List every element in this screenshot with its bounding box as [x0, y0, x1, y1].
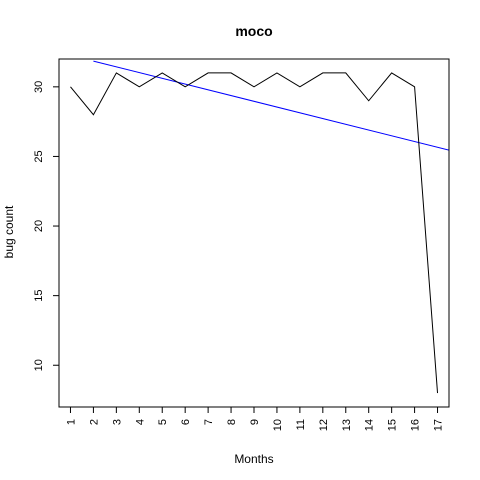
x-tick-label: 5 — [157, 419, 169, 425]
chart-title: moco — [235, 23, 272, 39]
x-tick-label: 17 — [433, 419, 445, 431]
plot-area — [70, 60, 449, 394]
x-tick-label: 4 — [134, 419, 146, 425]
y-tick-label: 20 — [33, 220, 45, 232]
y-tick-label: 10 — [33, 359, 45, 371]
x-tick-label: 12 — [318, 419, 330, 431]
y-tick-label: 15 — [33, 290, 45, 302]
x-tick-label: 8 — [226, 419, 238, 425]
x-axis-ticks: 1 2 3 4 5 6 7 8 9 10 11 12 13 14 15 16 17 — [65, 407, 445, 431]
x-tick-label: 10 — [272, 419, 284, 431]
x-tick-label: 3 — [111, 419, 123, 425]
x-tick-label: 11 — [295, 419, 307, 430]
y-axis-label: bug count — [2, 205, 16, 258]
x-tick-label: 6 — [180, 419, 192, 425]
x-tick-label: 2 — [88, 419, 100, 425]
x-axis-label: Months — [234, 452, 273, 466]
x-tick-label: 1 — [65, 419, 77, 425]
x-tick-label: 15 — [387, 419, 399, 431]
series-line — [70, 72, 439, 394]
y-tick-label: 30 — [33, 81, 45, 93]
y-axis-ticks: 10 15 20 25 30 — [33, 81, 59, 371]
y-tick-label: 25 — [33, 150, 45, 162]
x-tick-label: 7 — [203, 419, 215, 425]
trend-line — [93, 60, 449, 151]
x-tick-label: 13 — [341, 419, 353, 431]
x-tick-label: 14 — [364, 419, 376, 431]
x-tick-label: 16 — [410, 419, 422, 431]
plot-frame — [58, 58, 450, 408]
x-tick-label: 9 — [249, 419, 261, 425]
